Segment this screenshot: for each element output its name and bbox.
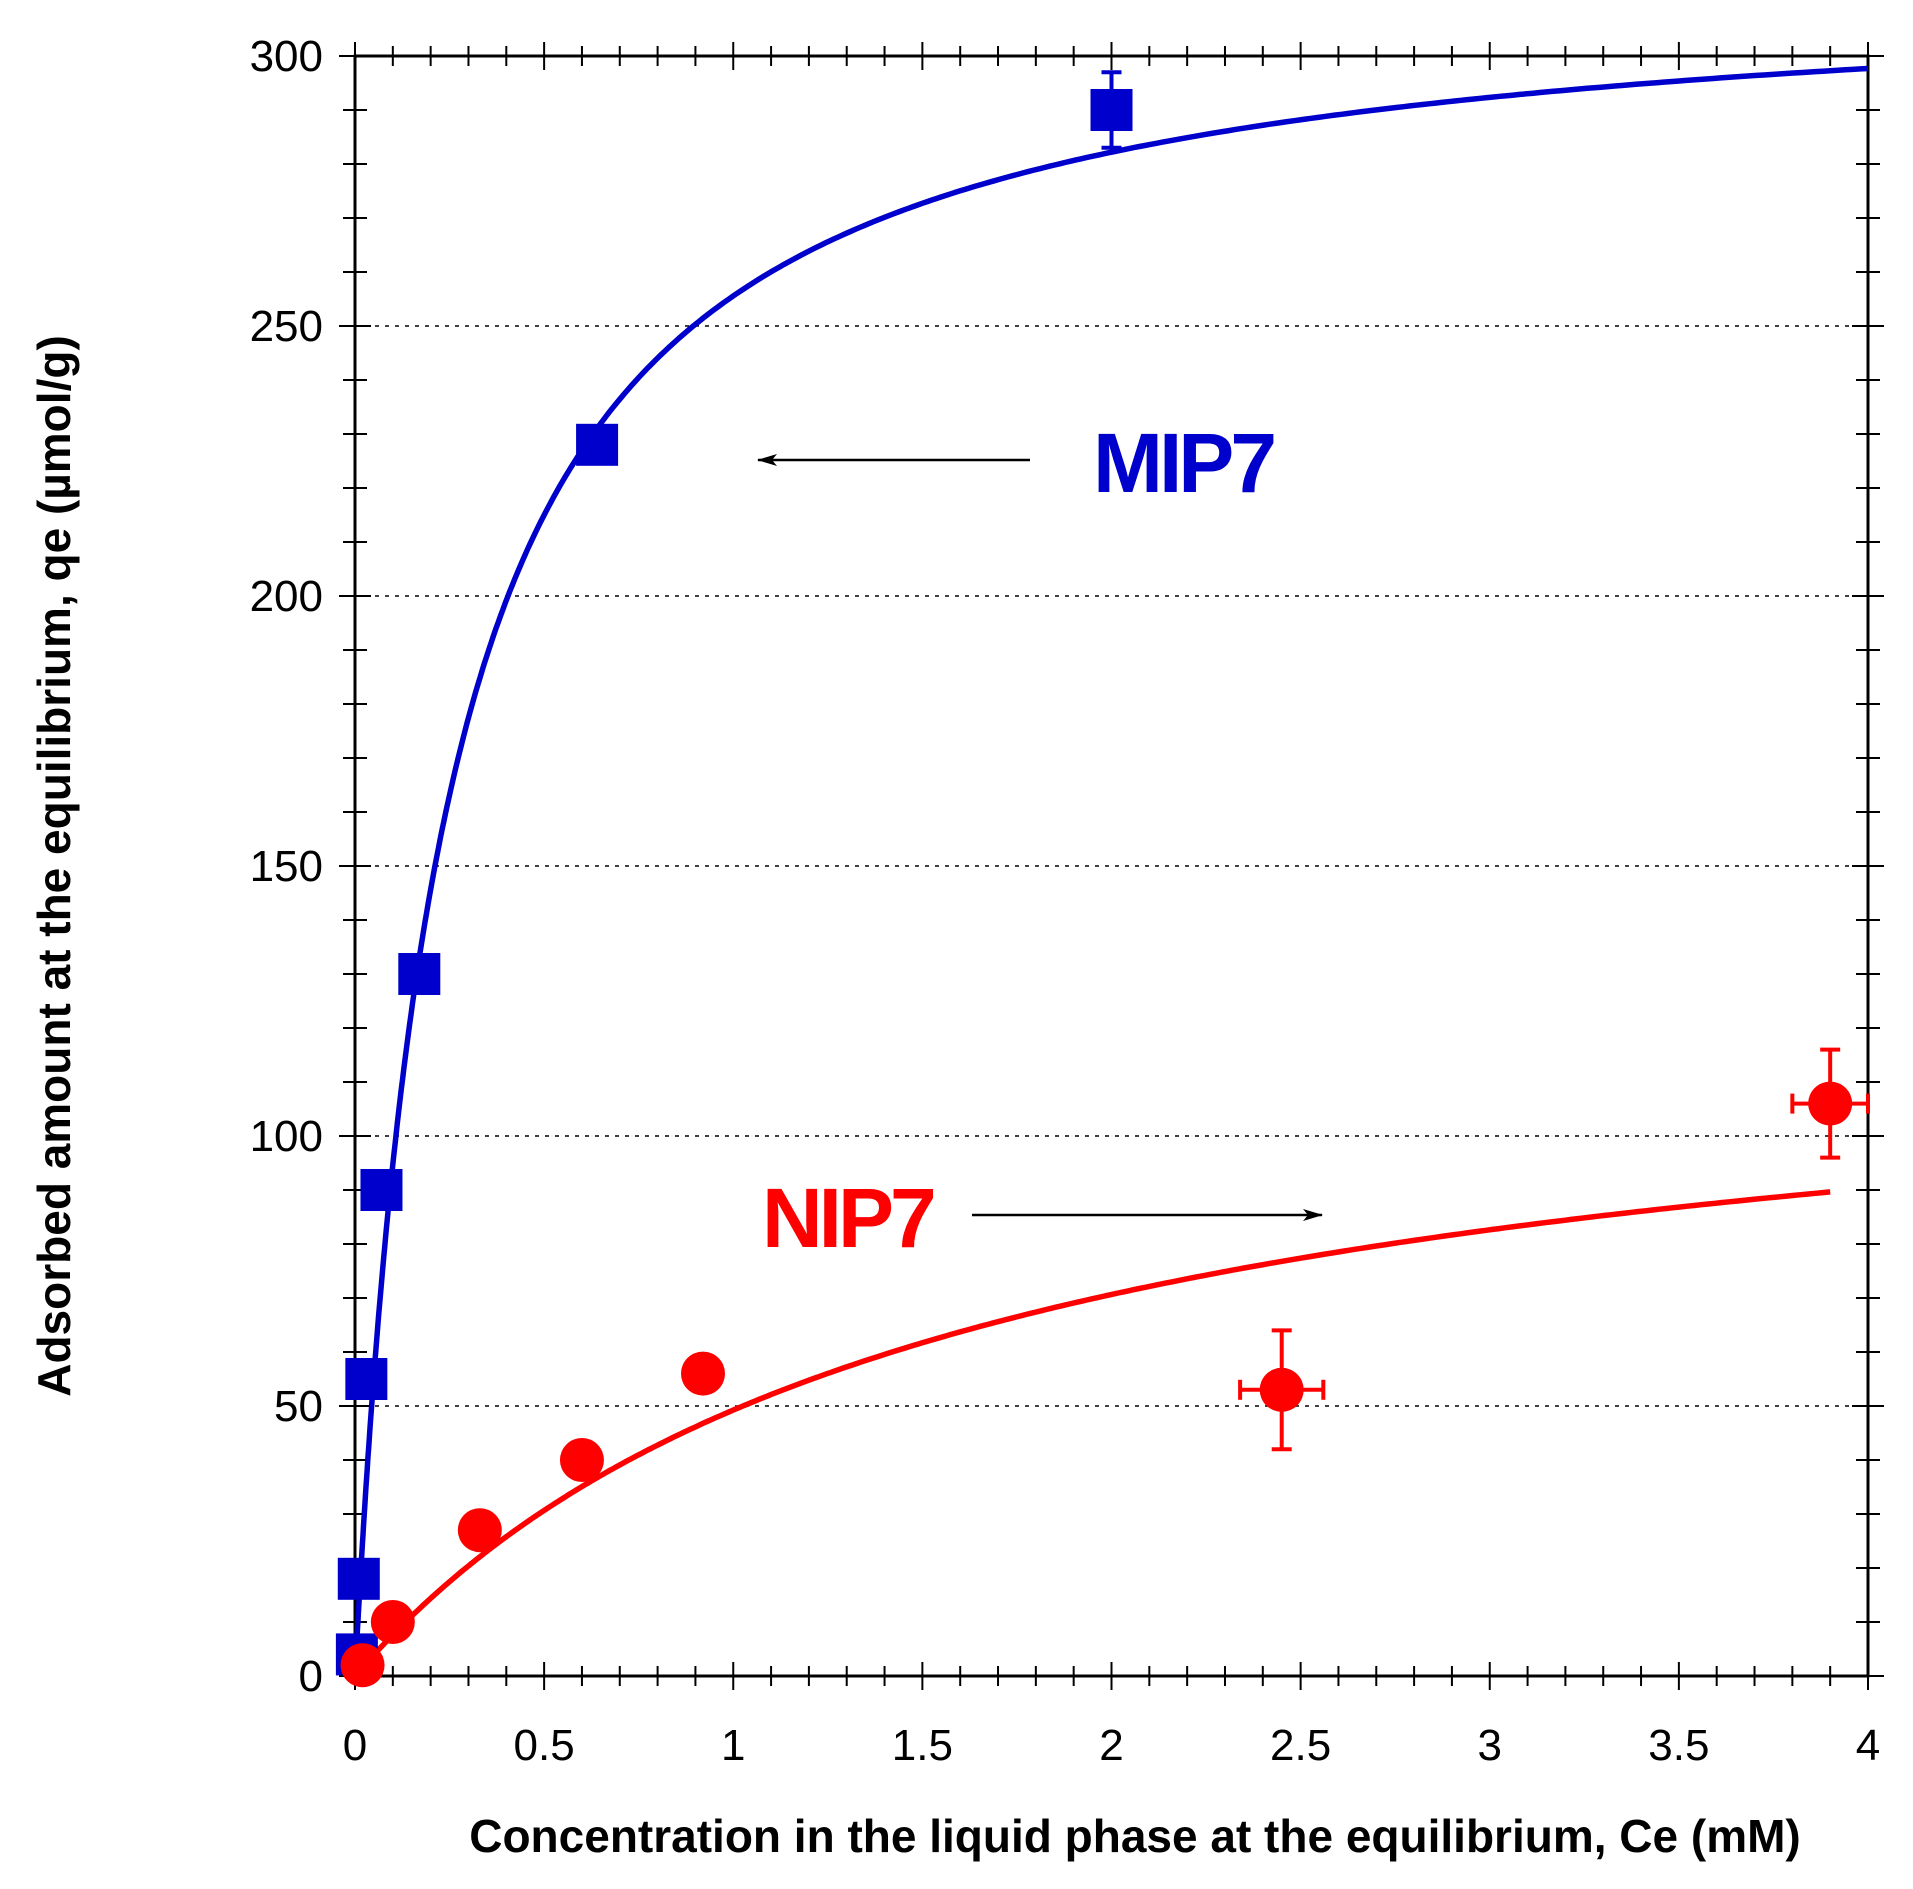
nip7-data-point	[370, 1600, 415, 1644]
tick-labels: 0 0.5 1 1.5 2 2.5 3 3.5 4 0 50 100 150 200 250 300	[250, 32, 1881, 1770]
x-axis-title: Concentration in the liquid phase at the…	[469, 1810, 1801, 1862]
x-tick-label: 3	[1478, 1721, 1502, 1770]
y-tick-label: 200	[250, 572, 323, 621]
x-tick-label: 2	[1099, 1721, 1123, 1770]
nip7-data-point	[340, 1643, 385, 1688]
mip7-fit-curve	[352, 65, 1869, 1676]
nip7-data-point	[1259, 1367, 1304, 1412]
x-tick-label: 0	[343, 1721, 367, 1770]
x-tick-label: 1.5	[892, 1721, 953, 1770]
mip7-data-point	[360, 1169, 403, 1211]
x-tick-label: 3.5	[1648, 1721, 1709, 1770]
plot-frame	[353, 54, 1870, 1678]
mip7-data-point	[345, 1358, 388, 1400]
y-tick-label: 250	[250, 302, 323, 351]
nip7-data-point	[457, 1508, 502, 1553]
nip7-data-point	[680, 1351, 725, 1396]
mip7-series-label: MIP7	[1093, 416, 1274, 510]
y-tick-label: 150	[250, 842, 323, 891]
mip7-data-point	[576, 423, 619, 466]
data-points	[335, 70, 1870, 1688]
x-tick-label: 0.5	[514, 1721, 575, 1770]
x-tick-label: 4	[1856, 1721, 1880, 1770]
y-tick-label: 50	[274, 1382, 323, 1431]
nip7-data-point	[1808, 1081, 1853, 1126]
y-tick-label: 100	[250, 1112, 323, 1161]
mip7-data-point	[337, 1557, 380, 1600]
y-tick-label: 0	[299, 1652, 323, 1701]
mip7-data-point	[398, 953, 441, 995]
mip7-data-point	[1090, 89, 1133, 131]
nip7-data-point	[559, 1438, 604, 1482]
nip7-fit-curve	[359, 1189, 1831, 1670]
y-tick-label: 300	[250, 32, 323, 81]
x-tick-label: 2.5	[1270, 1721, 1331, 1770]
grid-lines	[355, 55, 1868, 1407]
x-tick-label: 1	[721, 1721, 745, 1770]
y-axis-title: Adsorbed amount at the equilibrium, qe (…	[28, 335, 80, 1397]
fit-curves	[352, 65, 1869, 1676]
nip7-series-label: NIP7	[762, 1171, 934, 1265]
